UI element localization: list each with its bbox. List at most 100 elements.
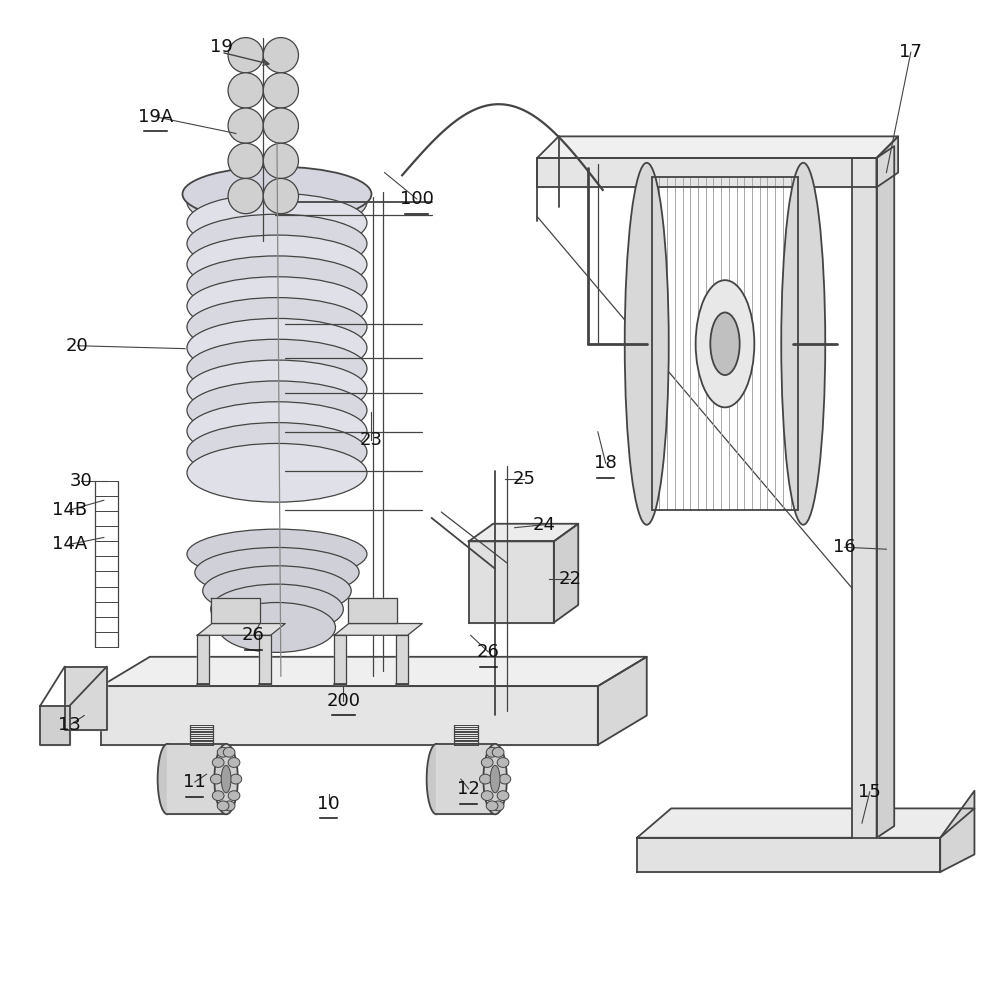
Ellipse shape [187,339,367,398]
Text: 14B: 14B [52,501,87,519]
Text: 23: 23 [359,431,382,448]
Text: 17: 17 [899,43,922,61]
Ellipse shape [158,744,177,814]
Ellipse shape [187,235,367,293]
Ellipse shape [228,757,240,767]
Polygon shape [334,624,422,636]
Polygon shape [348,598,397,623]
Ellipse shape [212,791,224,800]
Text: 14A: 14A [52,536,87,553]
Polygon shape [469,542,554,623]
Ellipse shape [217,800,229,810]
Text: 22: 22 [559,570,582,588]
Ellipse shape [187,173,367,232]
Ellipse shape [263,179,298,214]
Ellipse shape [187,360,367,419]
Polygon shape [197,624,285,636]
Ellipse shape [187,277,367,336]
Ellipse shape [228,179,263,214]
Text: 19A: 19A [138,108,173,126]
Polygon shape [940,791,974,872]
Polygon shape [852,158,877,838]
Ellipse shape [696,281,754,407]
Ellipse shape [212,757,224,767]
Ellipse shape [187,193,367,252]
Polygon shape [101,686,598,745]
Polygon shape [167,744,226,814]
Text: 200: 200 [326,692,360,710]
Text: 10: 10 [317,795,340,812]
Polygon shape [537,158,877,187]
Ellipse shape [781,163,825,525]
Ellipse shape [497,757,509,767]
Ellipse shape [187,381,367,439]
Ellipse shape [228,37,263,73]
Ellipse shape [217,748,229,757]
Text: 26: 26 [477,643,500,661]
Text: 11: 11 [183,773,206,791]
Ellipse shape [223,748,235,757]
Polygon shape [334,636,346,684]
Ellipse shape [263,37,298,73]
Ellipse shape [221,765,231,793]
Ellipse shape [230,774,242,784]
Text: 30: 30 [70,472,93,490]
Polygon shape [637,808,974,838]
Ellipse shape [486,748,498,757]
Ellipse shape [228,143,263,179]
Polygon shape [877,136,898,187]
Ellipse shape [228,108,263,143]
Ellipse shape [483,744,507,814]
Text: 18: 18 [594,454,617,472]
Polygon shape [877,146,894,838]
Text: 24: 24 [533,516,556,534]
Polygon shape [211,598,260,623]
Polygon shape [637,838,940,872]
Ellipse shape [497,791,509,800]
Ellipse shape [210,774,222,784]
Polygon shape [40,705,70,745]
Polygon shape [537,136,898,158]
Polygon shape [598,657,647,745]
Ellipse shape [427,744,446,814]
Ellipse shape [203,566,351,616]
Text: 26: 26 [242,626,265,645]
Polygon shape [65,666,107,730]
Ellipse shape [187,319,367,377]
Ellipse shape [486,800,498,810]
Ellipse shape [492,748,504,757]
Ellipse shape [263,108,298,143]
Text: 100: 100 [400,190,434,208]
Ellipse shape [263,143,298,179]
Ellipse shape [481,791,493,800]
Ellipse shape [187,297,367,356]
Ellipse shape [499,774,511,784]
Ellipse shape [228,791,240,800]
Polygon shape [396,636,408,684]
Text: 25: 25 [513,470,536,488]
Text: 20: 20 [66,336,89,355]
Text: 13: 13 [58,716,81,734]
Ellipse shape [187,529,367,579]
Text: 12: 12 [457,780,480,798]
Ellipse shape [214,744,238,814]
Ellipse shape [218,602,335,652]
Ellipse shape [187,402,367,460]
Ellipse shape [710,313,740,375]
Ellipse shape [182,167,371,222]
Text: 19: 19 [210,38,233,56]
Ellipse shape [263,73,298,108]
Ellipse shape [195,547,359,597]
Ellipse shape [223,800,235,810]
Ellipse shape [481,757,493,767]
Ellipse shape [492,800,504,810]
Ellipse shape [187,256,367,315]
Ellipse shape [187,214,367,273]
Ellipse shape [490,765,500,793]
Polygon shape [436,744,495,814]
Ellipse shape [187,443,367,502]
Text: 15: 15 [858,783,881,800]
Polygon shape [259,636,271,684]
Text: 16: 16 [833,539,856,556]
Polygon shape [197,636,209,684]
